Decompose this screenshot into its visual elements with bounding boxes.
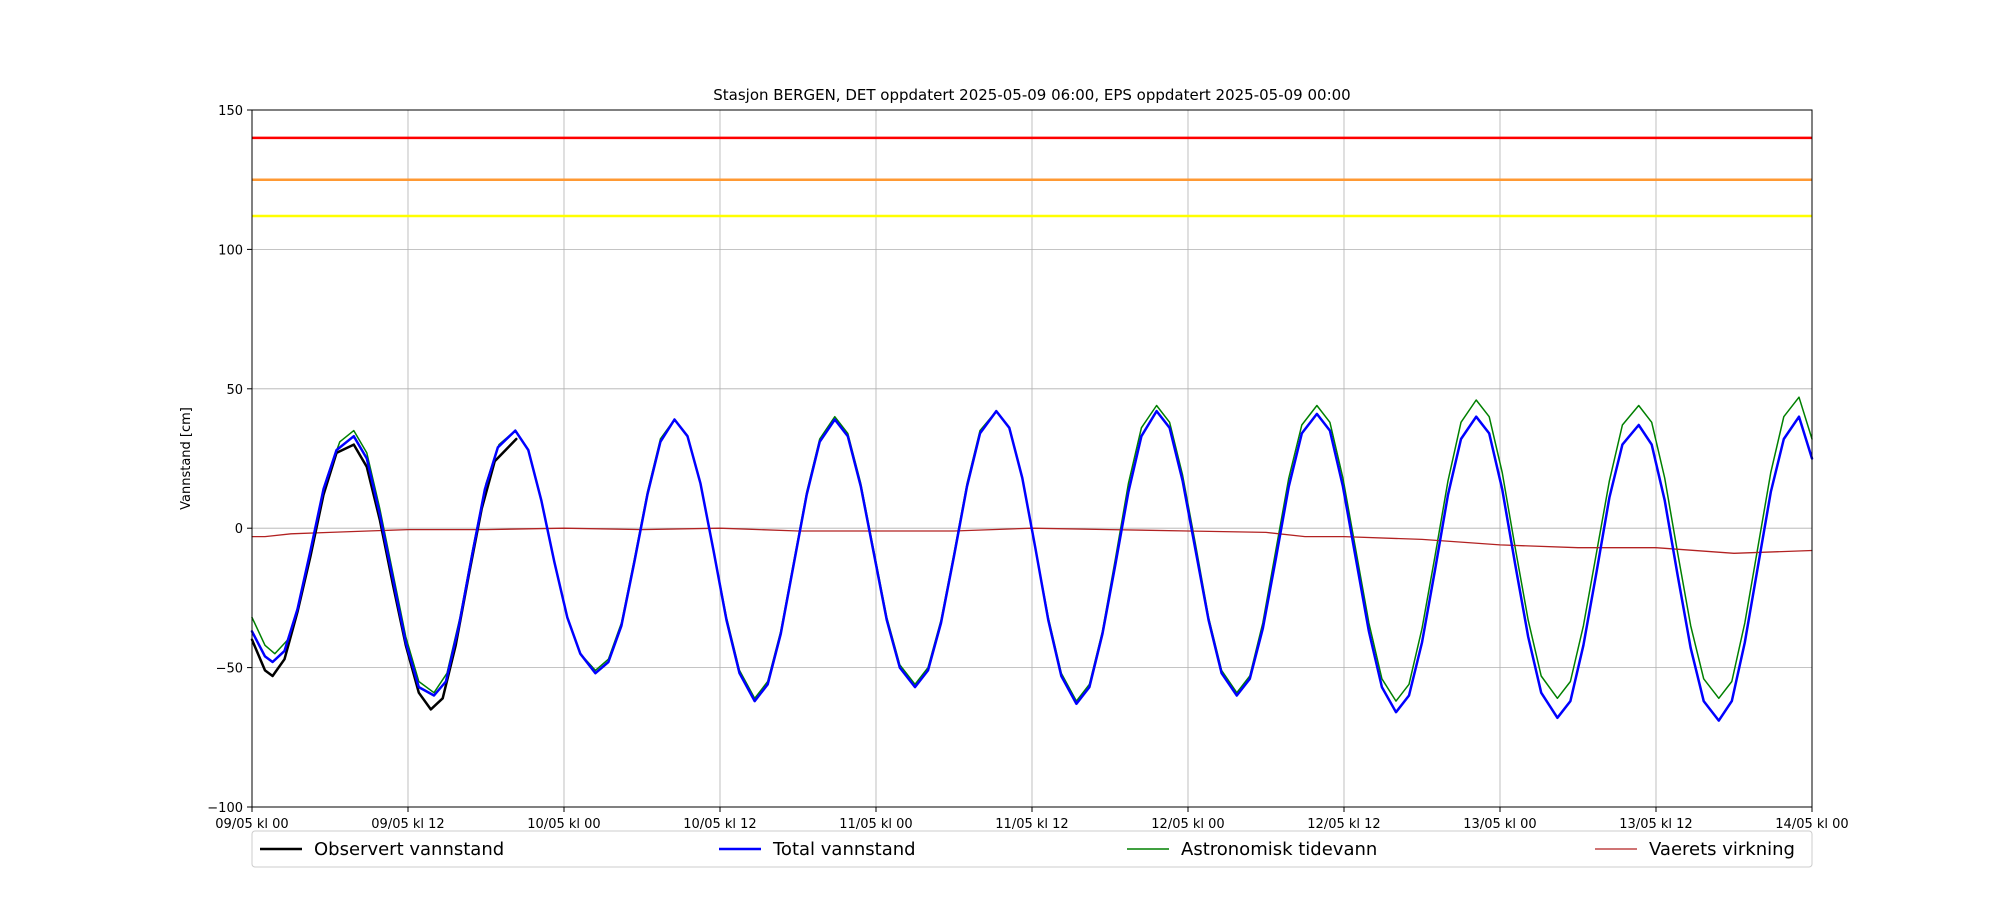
x-tick-label: 09/05 kl 00 — [215, 817, 288, 832]
threshold-lines — [252, 136, 1812, 218]
series-line-1 — [250, 409, 1814, 722]
x-tick-label: 13/05 kl 00 — [1463, 817, 1536, 832]
y-tick-label: 0 — [235, 522, 243, 537]
series-line-0 — [250, 437, 518, 711]
y-tick-label: −100 — [207, 801, 243, 816]
y-tick-label: 50 — [226, 383, 243, 398]
y-axis-label: Vannstand [cm] — [179, 407, 194, 510]
y-tick-label: 100 — [218, 243, 243, 258]
x-tick-label: 10/05 kl 00 — [527, 817, 600, 832]
x-tick-label: 13/05 kl 12 — [1619, 817, 1692, 832]
grid-lines — [251, 109, 1813, 808]
x-tick-label: 09/05 kl 12 — [371, 817, 444, 832]
legend-label: Total vannstand — [772, 839, 916, 860]
series-lines — [250, 396, 1814, 722]
legend: Observert vannstand Total vannstand Astron… — [251, 830, 1813, 868]
x-tick-label: 10/05 kl 12 — [683, 817, 756, 832]
x-tick-label: 11/05 kl 00 — [839, 817, 912, 832]
x-tick-label: 12/05 kl 00 — [1151, 817, 1224, 832]
legend-frame — [251, 830, 1813, 868]
y-tick-label: −50 — [216, 662, 243, 677]
legend-label: Observert vannstand — [314, 839, 504, 860]
x-tick-label: 12/05 kl 12 — [1307, 817, 1380, 832]
chart-title: Stasjon BERGEN, DET oppdatert 2025-05-09… — [713, 86, 1350, 104]
legend-label: Vaerets virkning — [1649, 839, 1795, 860]
axis-ticks: 09/05 kl 00 09/05 kl 12 10/05 kl 00 10/05 k… — [207, 104, 1848, 832]
legend-label: Astronomisk tidevann — [1181, 839, 1377, 860]
x-tick-label: 11/05 kl 12 — [995, 817, 1068, 832]
x-tick-label: 14/05 kl 00 — [1775, 817, 1848, 832]
y-tick-label: 150 — [218, 104, 243, 119]
